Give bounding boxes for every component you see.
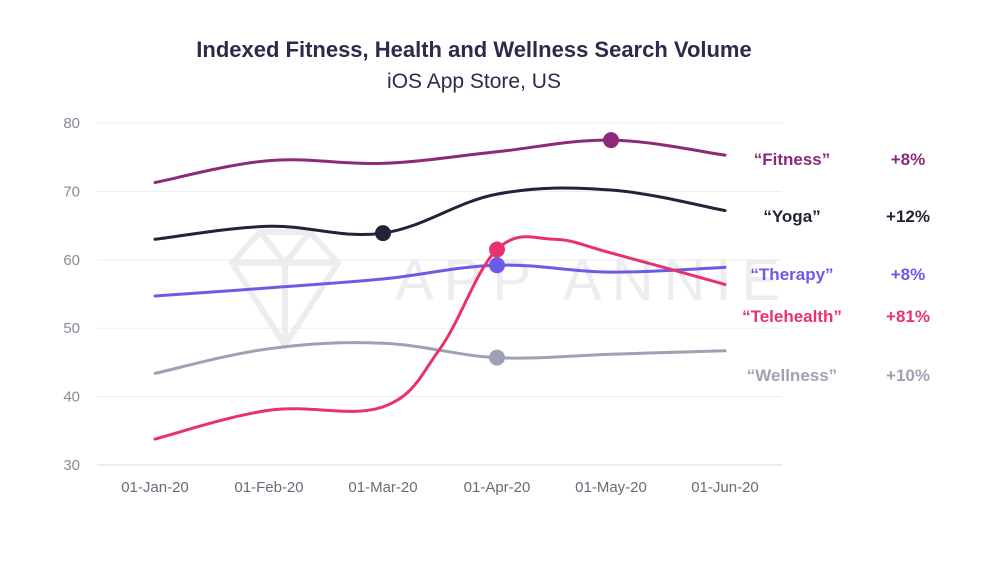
legend-label: “Therapy” (750, 265, 833, 284)
y-tick-label: 50 (63, 320, 80, 337)
chart-title: Indexed Fitness, Health and Wellness Sea… (196, 37, 751, 62)
watermark-diamond-logo (228, 229, 342, 351)
series-line (153, 186, 727, 241)
series-marker (489, 257, 505, 274)
series-marker (489, 241, 505, 258)
x-tick-label: 01-Mar-20 (348, 479, 417, 496)
y-tick-label: 60 (63, 252, 80, 269)
x-tick-label: 01-May-20 (575, 479, 647, 496)
legend-label: “Yoga” (763, 207, 820, 226)
series-marker (375, 225, 391, 242)
legend-label: “Telehealth” (742, 307, 842, 326)
y-tick-label: 80 (63, 115, 80, 132)
legend-change: +8% (891, 265, 926, 284)
legend-change: +81% (886, 307, 930, 326)
legend-change: +10% (886, 366, 930, 385)
x-tick-label: 01-Apr-20 (464, 479, 531, 496)
legend-change: +8% (891, 150, 926, 169)
series-marker (489, 349, 505, 366)
watermark-text: APP ANNIE (395, 248, 790, 313)
series-line (153, 138, 727, 185)
x-tick-label: 01-Jun-20 (691, 479, 759, 496)
y-tick-label: 70 (63, 183, 80, 200)
series-marker (603, 132, 619, 149)
legend-label: “Fitness” (754, 150, 831, 169)
legend-change: +12% (886, 207, 930, 226)
y-tick-label: 30 (63, 457, 80, 474)
series-line (153, 263, 727, 298)
x-tick-label: 01-Jan-20 (121, 479, 189, 496)
legend-label: “Wellness” (747, 366, 837, 385)
y-tick-label: 40 (63, 389, 80, 406)
series-line (153, 235, 727, 441)
chart-subtitle: iOS App Store, US (387, 70, 561, 93)
x-tick-label: 01-Feb-20 (234, 479, 303, 496)
